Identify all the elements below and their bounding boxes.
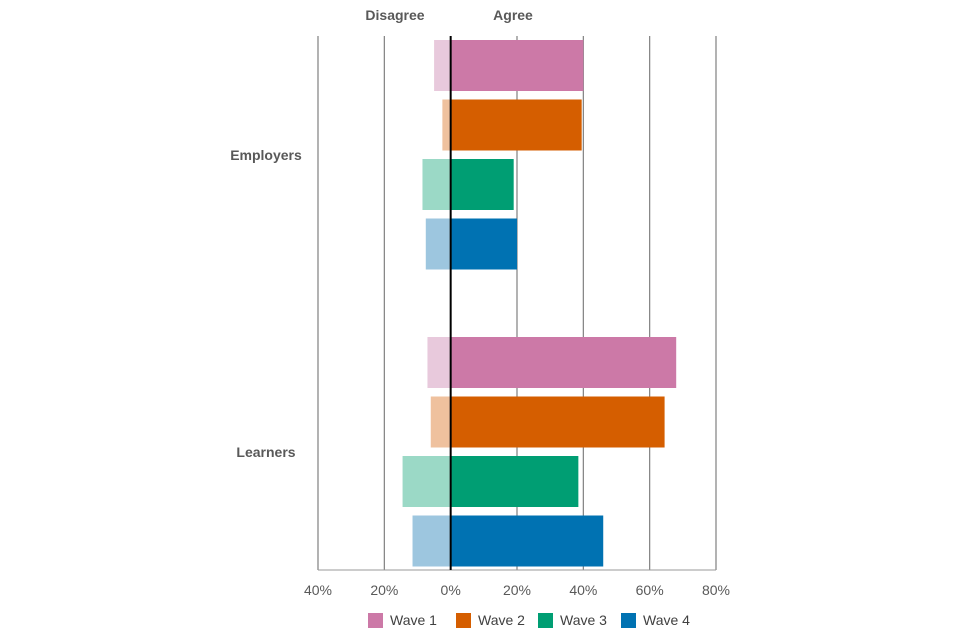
legend: Wave 1 Wave 2 Wave 3 Wave 4 <box>368 612 690 628</box>
bar-agree-employers-wave-1 <box>450 40 584 91</box>
bar-agree-learners-wave-1 <box>450 337 677 388</box>
legend-swatch-wave-1 <box>368 613 383 628</box>
legend-label-wave-4: Wave 4 <box>643 612 690 628</box>
bar-disagree-learners-wave-4 <box>412 515 451 567</box>
bar-agree-employers-wave-2 <box>450 99 582 151</box>
bar-disagree-employers-wave-1 <box>434 40 451 91</box>
x-tick-labels: 40% 20% 0% 20% 40% 60% 80% <box>304 582 730 598</box>
legend-swatch-wave-4 <box>621 613 636 628</box>
bar-disagree-learners-wave-2 <box>430 396 451 448</box>
x-tick-label: 40% <box>569 582 597 598</box>
disagree-header: Disagree <box>365 7 424 23</box>
x-tick-label: 80% <box>702 582 730 598</box>
bar-disagree-learners-wave-1 <box>427 337 451 388</box>
category-label-employers: Employers <box>230 147 302 163</box>
agree-header: Agree <box>493 7 533 23</box>
bar-disagree-employers-wave-2 <box>442 99 451 151</box>
bar-agree-learners-wave-4 <box>450 515 604 567</box>
x-tick-label: 20% <box>370 582 398 598</box>
legend-label-wave-1: Wave 1 <box>390 612 437 628</box>
bar-agree-learners-wave-3 <box>450 456 579 507</box>
legend-swatch-wave-2 <box>456 613 471 628</box>
bars <box>402 40 677 567</box>
bar-disagree-employers-wave-4 <box>425 218 451 270</box>
x-tick-label: 40% <box>304 582 332 598</box>
legend-swatch-wave-3 <box>538 613 553 628</box>
x-tick-label: 0% <box>441 582 461 598</box>
bar-agree-employers-wave-4 <box>450 218 517 270</box>
legend-label-wave-3: Wave 3 <box>560 612 607 628</box>
x-tick-label: 20% <box>503 582 531 598</box>
x-tick-label: 60% <box>636 582 664 598</box>
bar-agree-employers-wave-3 <box>450 159 514 210</box>
category-label-learners: Learners <box>236 444 295 460</box>
bar-disagree-employers-wave-3 <box>422 159 451 210</box>
legend-label-wave-2: Wave 2 <box>478 612 525 628</box>
bar-agree-learners-wave-2 <box>450 396 665 448</box>
category-labels: Employers Learners <box>230 147 302 460</box>
bar-disagree-learners-wave-3 <box>402 456 451 507</box>
